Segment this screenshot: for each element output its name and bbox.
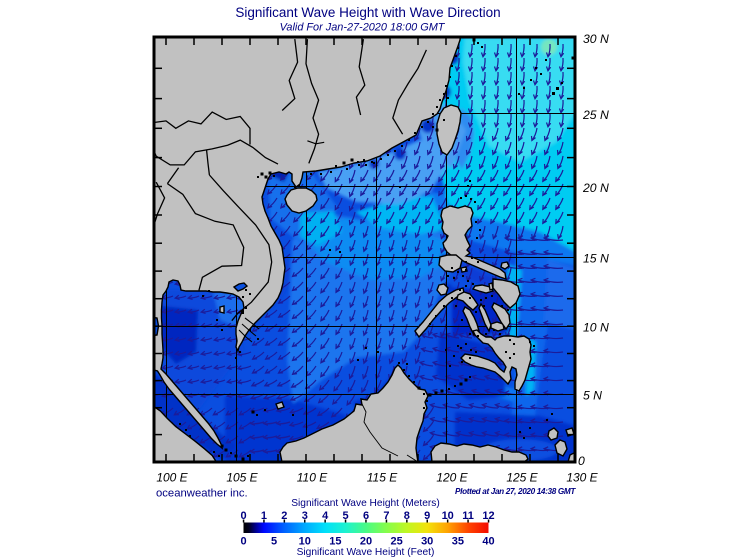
svg-text:3: 3 [302,510,308,522]
svg-text:100 E: 100 E [156,471,188,485]
svg-text:5: 5 [343,510,349,522]
svg-text:1: 1 [261,510,267,522]
svg-text:35: 35 [452,536,464,548]
svg-text:10: 10 [299,536,311,548]
svg-text:15 N: 15 N [583,252,609,266]
svg-text:115 E: 115 E [367,471,398,485]
svg-text:110 E: 110 E [297,471,328,485]
svg-text:12: 12 [482,510,494,522]
svg-text:Significant Wave Height with W: Significant Wave Height with Wave Direct… [235,5,500,20]
svg-text:7: 7 [383,510,389,522]
svg-text:40: 40 [482,536,494,548]
svg-text:8: 8 [404,510,410,522]
svg-text:0: 0 [240,510,246,522]
svg-text:11: 11 [462,510,474,522]
svg-text:5 N: 5 N [583,389,602,403]
svg-text:Significant Wave Height (Meter: Significant Wave Height (Meters) [291,498,440,509]
svg-text:5: 5 [271,536,277,548]
svg-text:9: 9 [424,510,430,522]
svg-text:25 N: 25 N [582,108,609,122]
svg-text:125 E: 125 E [506,471,538,485]
svg-text:130 E: 130 E [566,471,598,485]
svg-text:30 N: 30 N [583,32,609,46]
svg-text:Valid For Jan-27-2020 18:00 GM: Valid For Jan-27-2020 18:00 GMT [280,22,446,34]
svg-text:oceanweather inc.: oceanweather inc. [156,488,248,500]
svg-text:105 E: 105 E [226,471,258,485]
svg-text:20 N: 20 N [582,181,609,195]
svg-text:4: 4 [322,510,329,522]
svg-text:10 N: 10 N [583,321,609,335]
svg-text:20: 20 [360,536,372,548]
svg-text:10: 10 [442,510,454,522]
svg-text:15: 15 [329,536,341,548]
svg-text:Significant Wave Height (Feet): Significant Wave Height (Feet) [297,547,435,558]
svg-text:Plotted at Jan 27, 2020 14:38: Plotted at Jan 27, 2020 14:38 GMT [455,487,576,496]
svg-text:120 E: 120 E [436,471,468,485]
svg-text:2: 2 [281,510,287,522]
svg-text:0: 0 [578,454,585,468]
svg-text:6: 6 [363,510,369,522]
svg-text:0: 0 [240,536,246,548]
svg-text:30: 30 [421,536,433,548]
svg-text:25: 25 [390,536,402,548]
